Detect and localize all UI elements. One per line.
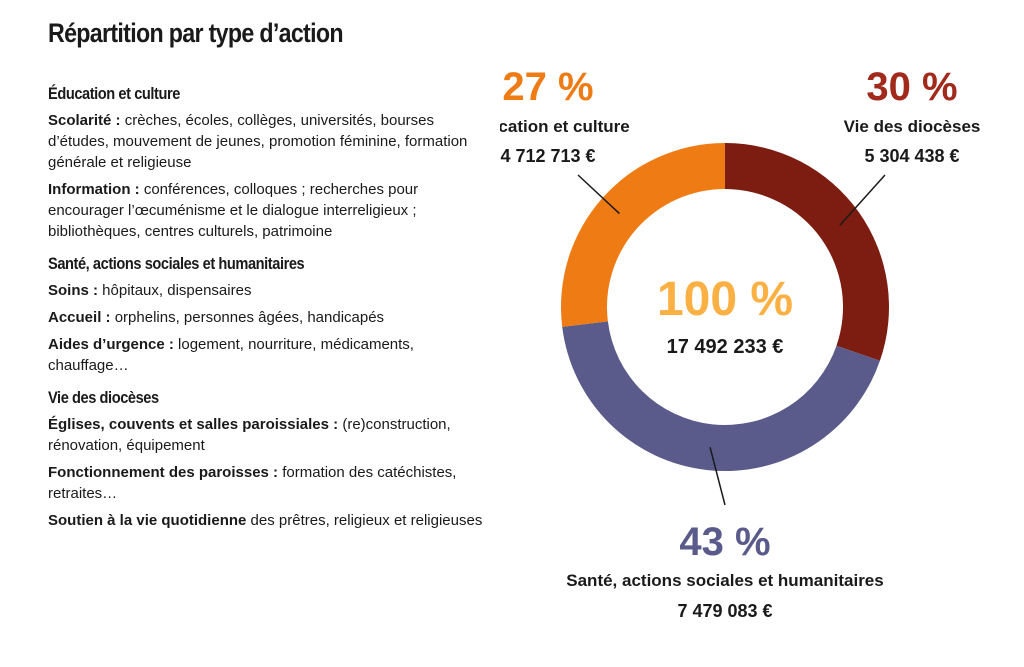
- center-total-amount: 17 492 233 €: [667, 336, 784, 358]
- donut-chart: 30 % Vie des diocèses 5 304 438 € 43 % Santé…: [500, 65, 981, 621]
- item-eglises: Églises, couvents et salles paroissiales…: [48, 414, 488, 456]
- item-text: formation des catéchistes, retraites…: [48, 464, 457, 502]
- slice-name-vie-dioceses: Vie des diocèses: [844, 117, 981, 136]
- item-label: Information :: [48, 181, 140, 198]
- section-heading: Vie des diocèses: [48, 388, 159, 407]
- item-text: (re)construction, rénovation, équipement: [48, 416, 451, 454]
- section-heading: Santé, actions sociales et humanitaires: [48, 254, 305, 273]
- item-label: Scolarité :: [48, 112, 121, 129]
- section-vie-dioceses: Vie des diocèses Églises, couvents et sa…: [48, 388, 488, 531]
- item-text: hôpitaux, dispensaires: [98, 282, 252, 299]
- amount-label-education: 4 712 713 €: [500, 146, 595, 166]
- item-text: conférences, colloques ; recherches pour…: [48, 181, 419, 240]
- center-percent-label: 100 %: [657, 273, 793, 326]
- percent-label-sante: 43 %: [679, 520, 770, 564]
- item-soins: Soins : hôpitaux, dispensaires: [48, 280, 488, 301]
- leader-line-education: [577, 174, 620, 215]
- item-label: Accueil :: [48, 309, 111, 326]
- item-information: Information : conférences, colloques ; r…: [48, 179, 488, 242]
- slice-vie-dioceses: [725, 143, 889, 361]
- percent-label-vie-dioceses: 30 %: [866, 65, 957, 109]
- item-text: logement, nourriture, médicaments, chauf…: [48, 336, 414, 374]
- slice-education: [561, 143, 725, 327]
- item-fonctionnement: Fonctionnement des paroisses : formation…: [48, 462, 488, 504]
- slice-name-education: Éducation et culture: [500, 117, 630, 136]
- item-label: Fonctionnement des paroisses :: [48, 464, 279, 481]
- leader-line-sante: [709, 447, 726, 506]
- section-education: Éducation et culture Scolarité : crèches…: [48, 84, 488, 242]
- slice-sante: [562, 321, 880, 471]
- item-label: Soutien à la vie quotidienne: [48, 512, 247, 529]
- section-sante: Santé, actions sociales et humanitaires …: [48, 254, 488, 376]
- leader-line-vie-dioceses: [839, 174, 886, 226]
- item-text: crèches, écoles, collèges, universités, …: [48, 112, 468, 171]
- amount-label-vie-dioceses: 5 304 438 €: [864, 146, 959, 166]
- amount-label-sante: 7 479 083 €: [677, 601, 772, 621]
- item-accueil: Accueil : orphelins, personnes âgées, ha…: [48, 307, 488, 328]
- page-title: Répartition par type d’action: [48, 18, 344, 48]
- item-soutien: Soutien à la vie quotidienne des prêtres…: [48, 510, 488, 531]
- item-text: orphelins, personnes âgées, handicapés: [110, 309, 385, 326]
- item-label: Soins :: [48, 282, 99, 299]
- percent-label-education: 27 %: [502, 65, 593, 109]
- action-types-description: Éducation et culture Scolarité : crèches…: [48, 84, 488, 543]
- item-aides-urgence: Aides d’urgence : logement, nourriture, …: [48, 334, 488, 376]
- item-label: Aides d’urgence :: [48, 336, 174, 353]
- section-heading: Éducation et culture: [48, 84, 180, 103]
- item-text: des prêtres, religieux et religieuses: [246, 512, 483, 529]
- item-label: Églises, couvents et salles paroissiales…: [48, 416, 339, 433]
- slice-name-sante: Santé, actions sociales et humanitaires: [566, 571, 883, 590]
- item-scolarite: Scolarité : crèches, écoles, collèges, u…: [48, 110, 488, 173]
